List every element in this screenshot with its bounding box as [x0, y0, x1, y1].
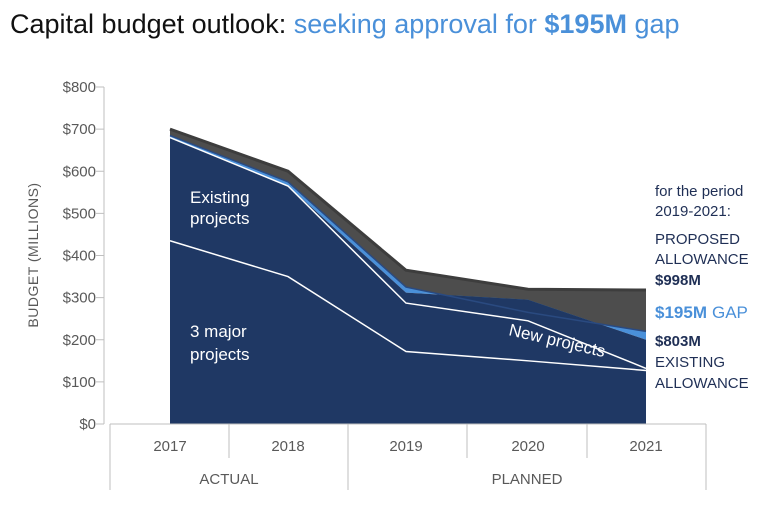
existing-allowance-line1: EXISTING	[655, 354, 725, 371]
y-tick-label: $400	[63, 248, 96, 265]
major-projects-label-line2: projects	[190, 345, 250, 364]
title-highlight-post: gap	[634, 9, 680, 39]
y-tick-label: $100	[63, 374, 96, 391]
y-tick-label: $200	[63, 332, 96, 349]
y-tick-label: $0	[79, 416, 96, 433]
projects-area	[170, 137, 646, 425]
existing-allowance-line	[169, 134, 647, 333]
chart-lines	[169, 127, 647, 372]
y-tick-label: $600	[63, 163, 96, 180]
x-tick-label: 2021	[629, 438, 662, 455]
y-tick-label: $300	[63, 290, 96, 307]
gap-label: GAP	[712, 303, 748, 322]
existing-projects-boundary	[169, 136, 647, 370]
chart-axes: $0 $100 $200 $300 $400 $500 $600 $700 $800 2017 20…	[63, 79, 707, 490]
proposed-allowance-band	[170, 129, 646, 332]
x-group-label: ACTUAL	[199, 471, 258, 488]
title-highlight-bold: $195M	[544, 9, 627, 39]
chart-title: Capital budget outlook: seeking approval…	[10, 9, 680, 40]
x-group-label: PLANNED	[492, 471, 563, 488]
proposed-allowance-line1: PROPOSED	[655, 231, 740, 248]
period-label-line2: 2019-2021:	[655, 203, 731, 220]
existing-allowance-line2: ALLOWANCE	[655, 375, 749, 392]
proposed-allowance-line2: ALLOWANCE	[655, 251, 749, 268]
x-tick-label: 2017	[153, 438, 186, 455]
x-tick-label: 2018	[271, 438, 304, 455]
existing-projects-label-line2: projects	[190, 209, 250, 228]
y-tick-label: $500	[63, 205, 96, 222]
chart-areas	[170, 129, 646, 425]
proposed-allowance-value: $998M	[655, 272, 701, 289]
y-tick-label: $700	[63, 121, 96, 138]
y-axis-label: BUDGET (MILLIONS)	[25, 182, 41, 327]
title-prefix: Capital budget outlook:	[10, 9, 287, 39]
major-projects-label-line1: 3 major	[190, 322, 247, 341]
title-highlight-pre: seeking approval for	[293, 9, 537, 39]
gap-value: $195M	[655, 303, 707, 322]
major-projects-boundary	[169, 240, 647, 372]
x-tick-label: 2019	[389, 438, 422, 455]
x-tick-label: 2020	[511, 438, 544, 455]
proposed-allowance-line	[169, 127, 647, 292]
period-label-line1: for the period	[655, 183, 743, 200]
y-tick-label: $800	[63, 79, 96, 96]
existing-allowance-value: $803M	[655, 333, 701, 350]
existing-projects-label-line1: Existing	[190, 188, 250, 207]
